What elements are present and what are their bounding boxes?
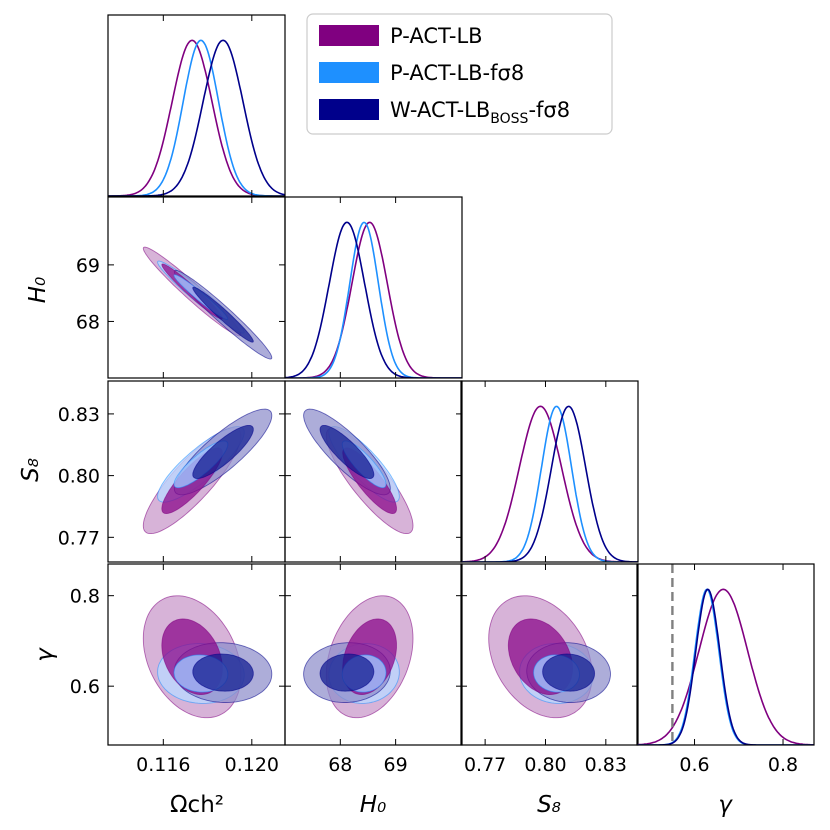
marginal-curve-P-ACT-LB-fσ8 [285, 221, 462, 378]
contour-inner-W-ACT-LB_BOSS-fσ8 [542, 653, 596, 692]
y-tick-label-S8: 0.77 [58, 527, 100, 549]
marginal-curve-P-ACT-LB [108, 39, 285, 196]
panel-frame [284, 563, 463, 746]
axis-labels-layer: Ωch² H₀ S₈ γ H₀ S₈ γ [18, 277, 733, 818]
contour-inner-W-ACT-LB_BOSS-fσ8 [319, 424, 375, 479]
legend-swatch-w-act-lb-boss-fs8 [319, 99, 379, 120]
marginal-curve-P-ACT-LB-fσ8 [108, 39, 285, 196]
x-tick-label-H0: 68 [328, 754, 352, 776]
y-axis-label-s8: S₈ [18, 458, 44, 482]
y-tick-label-H0: 69 [76, 255, 100, 277]
y-tick-label-H0: 68 [76, 311, 100, 333]
marginal-curve-P-ACT-LB [637, 588, 814, 745]
marginal-curve-P-ACT-LB [285, 221, 462, 378]
panel-gamma-vs-gamma: 0.6 0.8 [636, 563, 815, 776]
legend-label-w-main: W-ACT-LB [390, 98, 490, 122]
panel-content [303, 408, 414, 535]
panel-frame [460, 563, 639, 746]
legend-label-w-subscript: BOSS [490, 111, 528, 127]
legend-label-w-suffix: -fσ8 [528, 98, 570, 122]
x-tick-label-S8: 0.77 [464, 754, 506, 776]
panel-frame [460, 380, 639, 563]
contour-inner-W-ACT-LB_BOSS-fσ8 [192, 424, 254, 479]
panel-content [488, 595, 611, 719]
panel-S8-vs-S8 [460, 380, 639, 563]
panel-gamma-vs-omega_c_h2: 0.116 0.120 0.6 0.8 [70, 563, 286, 776]
contour-inner-W-ACT-LB_BOSS-fσ8 [192, 653, 254, 692]
legend-swatch-p-act-lb [319, 25, 379, 46]
legend-label-p-act-lb: P-ACT-LB [390, 24, 483, 48]
panel-omega_c_h2-vs-omega_c_h2 [107, 14, 286, 197]
panel-S8-vs-H0 [284, 380, 463, 563]
panel-content [142, 595, 273, 719]
x-axis-label-gamma: γ [718, 792, 733, 818]
legend-label-p-act-lb-fs8: P-ACT-LB-fσ8 [390, 61, 524, 85]
panel-H0-vs-omega_c_h2: 68 69 [76, 196, 286, 379]
x-tick-label-omega_c_h2: 0.116 [136, 754, 190, 776]
panel-H0-vs-H0 [284, 196, 463, 379]
panel-S8-vs-omega_c_h2: 0.77 0.80 0.83 [58, 380, 286, 563]
panel-frame [284, 196, 463, 379]
legend: P-ACT-LB P-ACT-LB-fσ8 W-ACT-LBBOSS-fσ8 [306, 13, 613, 135]
x-tick-label-gamma: 0.8 [768, 754, 798, 776]
y-tick-label-gamma: 0.6 [70, 676, 100, 698]
panel-gamma-vs-H0: 68 69 [284, 563, 463, 776]
y-tick-label-S8: 0.83 [58, 404, 100, 426]
y-tick-label-gamma: 0.8 [70, 586, 100, 608]
panel-frame [284, 380, 463, 563]
panel-content [461, 405, 638, 562]
marginal-curve-P-ACT-LB [461, 405, 638, 562]
panel-frame [107, 14, 286, 197]
contour-inner-W-ACT-LB_BOSS-fσ8 [192, 286, 254, 343]
panel-content [142, 246, 273, 360]
legend-frame [306, 13, 613, 135]
y-axis-label-gamma: γ [32, 647, 58, 662]
legend-label-w-act-lb-boss-fs8: W-ACT-LBBOSS-fσ8 [390, 98, 570, 127]
panel-content [303, 595, 414, 719]
x-tick-label-S8: 0.80 [524, 754, 566, 776]
marginal-curve-W-ACT-LB_BOSS-fσ8 [637, 588, 814, 745]
marginal-curve-W-ACT-LB_BOSS-fσ8 [285, 221, 462, 378]
panels-layer: 68 69 0.77 0.80 0.83 0.116 0.120 0.6 0.8 68 69 0.77… [58, 14, 815, 776]
y-tick-label-S8: 0.80 [58, 466, 100, 488]
marginal-curve-P-ACT-LB-fσ8 [637, 588, 814, 745]
x-axis-label-omega: Ωch² [170, 792, 224, 818]
legend-swatch-p-act-lb-fs8 [319, 62, 379, 83]
x-tick-label-omega_c_h2: 0.120 [225, 754, 279, 776]
y-axis-label-h0: H₀ [25, 277, 51, 304]
panel-content [285, 221, 462, 378]
contour-inner-W-ACT-LB_BOSS-fσ8 [319, 653, 375, 692]
panel-content [108, 39, 285, 196]
x-axis-label-h0: H₀ [360, 792, 387, 818]
x-tick-label-S8: 0.83 [585, 754, 627, 776]
panel-frame [636, 563, 815, 746]
panel-gamma-vs-S8: 0.77 0.80 0.83 [460, 563, 639, 776]
marginal-curve-W-ACT-LB_BOSS-fσ8 [108, 39, 285, 196]
marginal-curve-W-ACT-LB_BOSS-fσ8 [461, 405, 638, 562]
x-tick-label-H0: 69 [384, 754, 408, 776]
x-axis-label-s8: S₈ [537, 792, 561, 818]
marginal-curve-P-ACT-LB-fσ8 [461, 405, 638, 562]
panel-content [142, 408, 273, 535]
x-tick-label-gamma: 0.6 [679, 754, 709, 776]
panel-content [637, 564, 814, 745]
